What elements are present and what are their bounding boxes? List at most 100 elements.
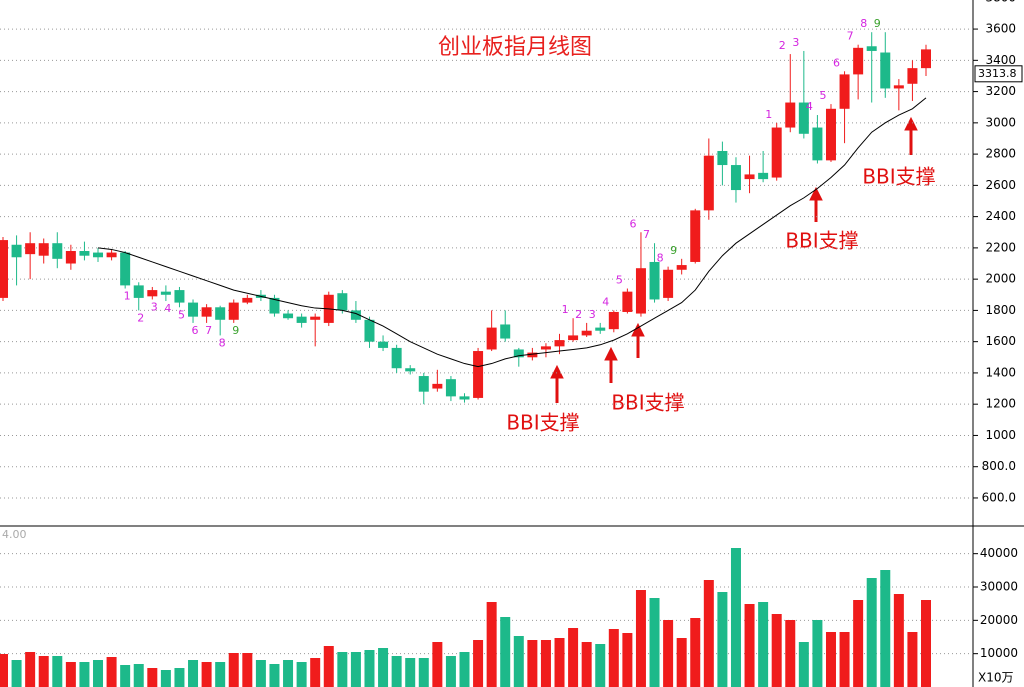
td-label: 4 [806, 100, 813, 113]
candle-body [798, 102, 809, 134]
volume-bar [38, 656, 49, 687]
candle-body [337, 293, 348, 311]
candle-body [785, 102, 796, 128]
candle-body [215, 307, 226, 320]
candle-body [188, 302, 199, 317]
td-label: 1 [765, 108, 772, 121]
td-label: 1 [562, 303, 569, 316]
volume-bar [391, 656, 402, 687]
volume-bar [812, 620, 823, 687]
volume-bar [296, 662, 307, 687]
volume-bar [690, 618, 701, 687]
candle-body [174, 290, 185, 303]
volume-bar [676, 638, 687, 687]
y-tick-label: 3600 [985, 22, 1016, 36]
td-label: 5 [616, 274, 623, 287]
candle-body [622, 291, 633, 312]
candle-body [853, 47, 864, 75]
td-label: 7 [643, 228, 650, 241]
td-label: 9 [874, 17, 881, 30]
volume-bar [405, 658, 416, 687]
volume-bar [581, 642, 592, 687]
volume-bar [527, 640, 538, 687]
td-label: 3 [589, 308, 596, 321]
y-tick-label: 30000 [980, 580, 1018, 594]
y-tick-label: 3800 [985, 0, 1016, 4]
candle-body [730, 165, 741, 191]
td-label: 8 [657, 252, 664, 265]
candle-body [486, 327, 497, 350]
volume-bar [310, 658, 321, 687]
annotation: BBI支撑 [862, 165, 935, 189]
candle-body [79, 251, 90, 256]
arrows [550, 116, 918, 403]
candle-body [350, 310, 361, 320]
volume-bar [649, 598, 660, 687]
volume-bar [554, 638, 565, 687]
volume-unit: X10万 [978, 671, 1014, 685]
candle-body [635, 268, 646, 314]
volume-bar [622, 633, 633, 687]
candle-body [93, 252, 104, 258]
candle-body [133, 285, 144, 298]
y-tick-label: 1600 [985, 334, 1016, 348]
candle-body [608, 311, 619, 330]
candle-body [228, 302, 239, 320]
candle-body [296, 316, 307, 323]
volume-bar [703, 580, 714, 687]
candle-body [744, 174, 755, 180]
volume-bar [364, 650, 375, 687]
td-label: 6 [192, 324, 199, 337]
volume-bar [473, 640, 484, 687]
candle-body [812, 127, 823, 161]
volume-bar [825, 632, 836, 687]
candle-body [771, 127, 782, 178]
candle-body [758, 172, 769, 180]
volume-bar [798, 642, 809, 687]
candle-body [65, 251, 76, 264]
annotation: BBI支撑 [785, 229, 858, 253]
td-label: 2 [779, 39, 786, 52]
candle-body [703, 155, 714, 211]
volume-bar [160, 670, 171, 687]
candle-body [839, 74, 850, 109]
volume-bar [785, 620, 796, 687]
volume-bar [255, 660, 266, 687]
candle-body [364, 319, 375, 342]
y-tick-label: 2200 [985, 240, 1016, 254]
td-label: 1 [124, 290, 131, 303]
volume-bar [52, 656, 63, 687]
volume-bar [11, 660, 22, 687]
last-price-label: 3313.8 [978, 67, 1017, 80]
candle-body [907, 68, 918, 84]
td-label: 5 [178, 308, 185, 321]
td-label: 6 [629, 217, 636, 230]
y-tick-label: 40000 [980, 546, 1018, 560]
candle-body [921, 49, 931, 69]
y-tick-label: 1200 [985, 397, 1016, 411]
td-label: 7 [205, 324, 212, 337]
volume-bar [608, 629, 619, 687]
volume-bar [337, 652, 348, 687]
volume-bar [907, 632, 918, 687]
volume-bar [418, 658, 429, 687]
volume-bar [921, 600, 931, 687]
candle-body [880, 52, 891, 89]
candle-body [690, 210, 701, 262]
annotation: BBI支撑 [506, 411, 579, 435]
candle-body [11, 244, 22, 258]
volume-bar [893, 594, 904, 687]
candle-body [418, 376, 429, 392]
volume-bar [540, 640, 551, 687]
td-label: 3 [151, 300, 158, 313]
y-tick-label: 2400 [985, 209, 1016, 223]
volume-bar [758, 602, 769, 687]
volume-bar [595, 644, 606, 687]
volume-bar [432, 642, 443, 687]
candle-body [432, 383, 443, 389]
candle-body [106, 252, 117, 258]
volume-bar [174, 668, 185, 687]
candle-body [25, 243, 36, 255]
y-tick-label: 10000 [980, 646, 1018, 660]
